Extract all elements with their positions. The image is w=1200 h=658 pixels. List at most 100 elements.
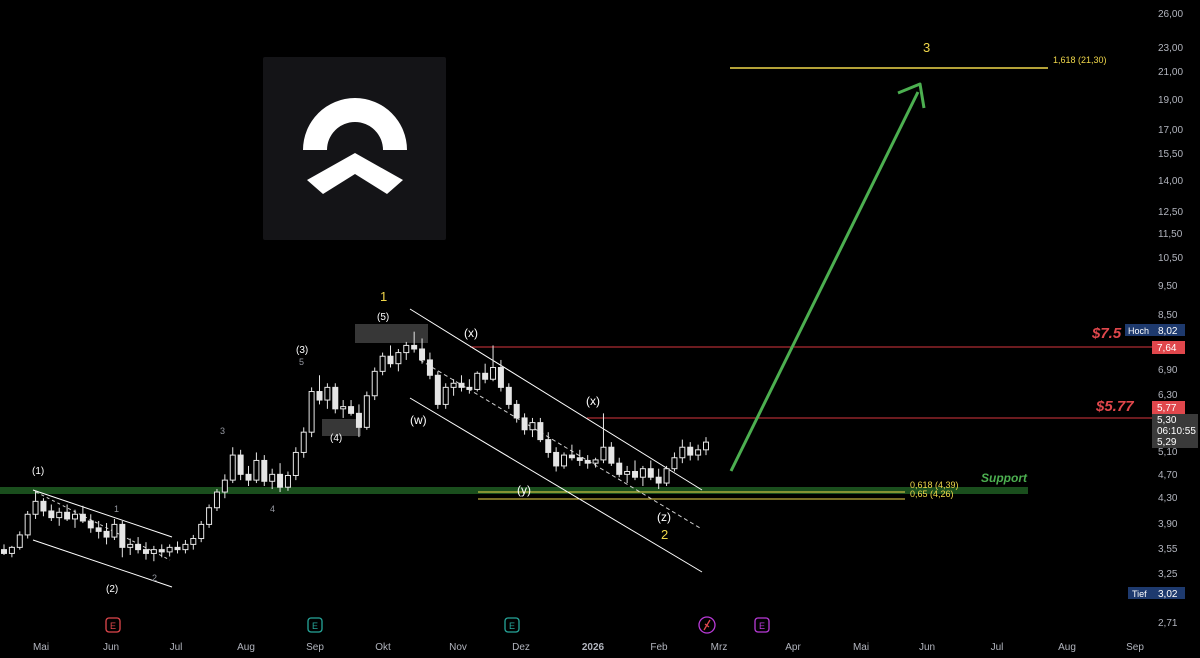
- mid-price-label: $5.77: [1095, 398, 1134, 415]
- candle: [166, 544, 173, 557]
- x-tick-label: Sep: [306, 642, 324, 653]
- level-tag-lower: 5,77: [1157, 403, 1177, 414]
- x-tick-label: Dez: [512, 642, 530, 653]
- candle: [679, 439, 686, 464]
- candle: [450, 379, 457, 396]
- wave-label: (5): [377, 312, 389, 323]
- split-marker-icon[interactable]: [698, 616, 716, 634]
- wave-label: 4: [270, 504, 275, 514]
- candle: [639, 465, 646, 487]
- candle: [647, 460, 654, 481]
- candle: [221, 474, 228, 499]
- fib-065-label: 0,65 (4,26): [910, 489, 954, 499]
- wave-label: 2: [152, 573, 157, 583]
- candle: [56, 507, 63, 526]
- candle: [600, 413, 607, 464]
- candle: [48, 504, 55, 521]
- candle: [32, 490, 39, 519]
- earnings-marker-icon[interactable]: E: [504, 617, 520, 633]
- candle: [545, 432, 552, 458]
- support-zone: [0, 487, 1028, 494]
- y-tick-label: 5,10: [1158, 447, 1178, 458]
- earnings-marker-icon[interactable]: E: [754, 617, 770, 633]
- y-tick-label: 4,70: [1158, 470, 1178, 481]
- wave-label: 1: [114, 504, 119, 514]
- candle: [474, 371, 481, 392]
- svg-text:E: E: [110, 621, 116, 631]
- candle: [308, 387, 315, 438]
- candle: [261, 455, 268, 487]
- candle: [363, 391, 370, 430]
- channel-lines: [32, 308, 703, 588]
- svg-text:E: E: [759, 621, 765, 631]
- wave-label: (x): [586, 394, 600, 408]
- wave-label: (2): [106, 584, 118, 595]
- candle: [695, 444, 702, 461]
- x-tick-label: Jun: [103, 642, 119, 653]
- candle: [87, 514, 94, 533]
- wave-label: (w): [410, 413, 427, 427]
- candle: [95, 520, 102, 539]
- wave-label: 3: [220, 426, 225, 436]
- candle: [426, 352, 433, 380]
- candle: [158, 544, 165, 558]
- y-tick-label: 3,55: [1158, 544, 1178, 555]
- candle: [687, 442, 694, 461]
- candle: [1, 544, 7, 555]
- candle: [355, 404, 362, 438]
- candle: [40, 498, 47, 517]
- candle: [79, 505, 86, 524]
- candle: [229, 447, 236, 484]
- candle: [127, 538, 134, 555]
- wave-1-label: 1: [380, 289, 387, 304]
- candle: [174, 541, 181, 554]
- level-tag-upper: 7,64: [1157, 343, 1177, 354]
- candle: [419, 338, 426, 364]
- candle: [348, 400, 355, 416]
- candle: [284, 471, 291, 491]
- x-tick-label: Feb: [650, 642, 668, 653]
- x-tick-label: Mai: [33, 642, 49, 653]
- countdown: 06:10:55: [1157, 426, 1196, 437]
- candle: [482, 363, 489, 384]
- candle: [190, 534, 197, 550]
- candle: [411, 331, 418, 353]
- earnings-marker-icon[interactable]: E: [105, 617, 121, 633]
- candle: [237, 449, 244, 481]
- candle: [24, 510, 31, 539]
- y-tick-label: 21,00: [1158, 67, 1183, 78]
- event-markers[interactable]: E E E E: [105, 616, 770, 634]
- y-tick-label: 12,50: [1158, 207, 1183, 218]
- support-label: Support: [981, 471, 1028, 485]
- price-axis[interactable]: 26,00 23,00 21,00 19,00 17,00 15,50 14,00 12,50…: [1158, 9, 1183, 629]
- last-price: 5,30: [1157, 415, 1177, 426]
- candle: [324, 383, 331, 409]
- tief-label: Tief: [1132, 589, 1147, 599]
- candle: [403, 341, 410, 360]
- candle: [8, 545, 15, 558]
- candle: [561, 452, 568, 469]
- highlight-box-top: [355, 324, 428, 343]
- time-axis[interactable]: Mai Jun Jul Aug Sep Okt Nov Dez 2026 Feb Mrz Apr Mai…: [33, 642, 1144, 653]
- candle: [497, 359, 504, 392]
- candle: [142, 542, 149, 560]
- candle: [16, 531, 23, 550]
- candle: [521, 413, 528, 435]
- candle: [198, 520, 205, 543]
- x-tick-label: Apr: [785, 642, 801, 653]
- candle: [616, 457, 623, 478]
- hoch-label: Hoch: [1128, 326, 1149, 336]
- y-tick-label: 3,25: [1158, 569, 1178, 580]
- earnings-marker-icon[interactable]: E: [307, 617, 323, 633]
- x-tick-label: Aug: [237, 642, 255, 653]
- wave-label: (4): [330, 433, 342, 444]
- wave-label: (y): [517, 483, 531, 497]
- axis-tags: Hoch 8,02 7,64 5,77 5,30 06:10:55 5,29 T…: [1125, 324, 1198, 600]
- candle: [529, 417, 536, 438]
- candle: [71, 509, 78, 528]
- candle: [434, 371, 441, 409]
- wave-label: (3): [296, 345, 308, 356]
- x-tick-label: Mrz: [711, 642, 728, 653]
- candle: [568, 444, 575, 461]
